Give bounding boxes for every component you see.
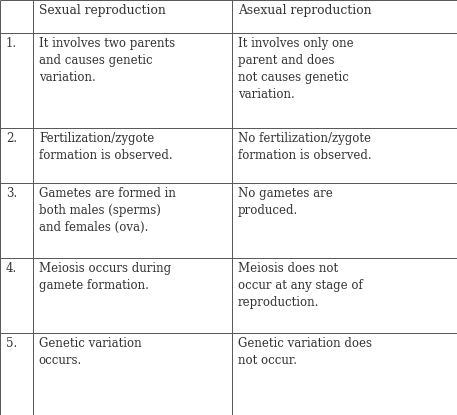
Text: 5.: 5. (6, 337, 17, 350)
Text: Genetic variation
occurs.: Genetic variation occurs. (39, 337, 142, 367)
Text: It involves only one
parent and does
not causes genetic
variation.: It involves only one parent and does not… (238, 37, 353, 101)
Text: 3.: 3. (6, 187, 17, 200)
Text: Asexual reproduction: Asexual reproduction (238, 4, 371, 17)
Text: Fertilization/zygote
formation is observed.: Fertilization/zygote formation is observ… (39, 132, 172, 162)
Text: Gametes are formed in
both males (sperms)
and females (ova).: Gametes are formed in both males (sperms… (39, 187, 176, 234)
Text: Meiosis occurs during
gamete formation.: Meiosis occurs during gamete formation. (39, 262, 171, 292)
Text: It involves two parents
and causes genetic
variation.: It involves two parents and causes genet… (39, 37, 175, 84)
Text: Genetic variation does
not occur.: Genetic variation does not occur. (238, 337, 372, 367)
Text: 1.: 1. (6, 37, 17, 50)
Text: 4.: 4. (6, 262, 17, 275)
Text: No gametes are
produced.: No gametes are produced. (238, 187, 332, 217)
Text: Sexual reproduction: Sexual reproduction (39, 4, 166, 17)
Text: Meiosis does not
occur at any stage of
reproduction.: Meiosis does not occur at any stage of r… (238, 262, 362, 309)
Text: 2.: 2. (6, 132, 17, 145)
Text: No fertilization/zygote
formation is observed.: No fertilization/zygote formation is obs… (238, 132, 371, 162)
